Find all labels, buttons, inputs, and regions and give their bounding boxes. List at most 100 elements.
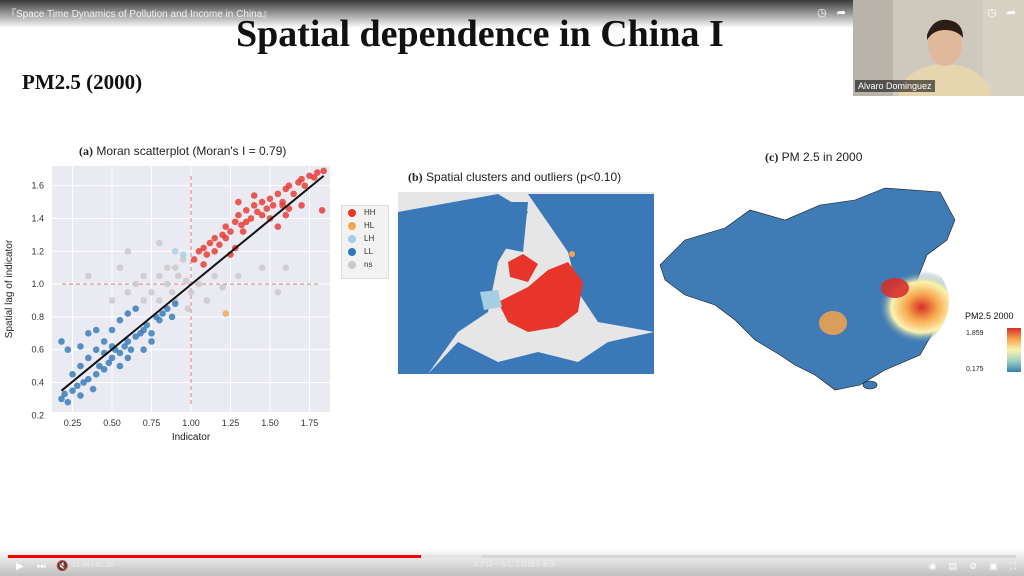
data-point-ns bbox=[211, 272, 218, 280]
miniplayer-icon[interactable]: ▣ bbox=[989, 561, 998, 571]
data-point-hh bbox=[190, 256, 198, 263]
data-point-ll bbox=[127, 346, 135, 353]
scatter-legend: HH HL LH LL ns bbox=[341, 205, 389, 279]
data-point-ll bbox=[132, 333, 140, 340]
data-point-ll bbox=[77, 392, 84, 399]
data-point-ns bbox=[108, 297, 116, 304]
data-point-ll bbox=[100, 366, 108, 373]
data-point-ns bbox=[156, 239, 163, 247]
data-point-ll bbox=[164, 305, 171, 312]
y-tick-label: 0.6 bbox=[31, 345, 44, 355]
subtitles-icon[interactable]: ▤ bbox=[948, 561, 958, 571]
panel-c-label: (c) bbox=[765, 150, 779, 164]
share-icon[interactable]: ➦ bbox=[1006, 7, 1016, 19]
data-point-ll bbox=[121, 343, 128, 350]
player-top-icons: ◷ ➦ bbox=[817, 6, 846, 19]
video-title[interactable]: 『Space Time Dynamics of Pollution and In… bbox=[6, 9, 273, 20]
data-point-ns bbox=[282, 264, 290, 271]
data-point-ll bbox=[61, 390, 68, 398]
panel-c-title-text: PM 2.5 in 2000 bbox=[781, 150, 863, 164]
data-point-ll bbox=[85, 354, 92, 362]
x-tick-label: 1.25 bbox=[222, 418, 240, 428]
legend-label-lh: LH bbox=[364, 234, 375, 243]
data-point-hh bbox=[274, 223, 282, 230]
data-point-hh bbox=[258, 211, 266, 219]
data-point-ll bbox=[92, 346, 100, 353]
data-point-hh bbox=[211, 247, 218, 255]
data-point-ll bbox=[69, 370, 76, 378]
data-point-ll bbox=[159, 310, 166, 317]
legend-label-ns: ns bbox=[364, 260, 373, 269]
player-controls bbox=[0, 548, 1024, 576]
legend-swatch-hl bbox=[348, 221, 356, 230]
data-point-ll bbox=[69, 387, 76, 394]
data-point-hh bbox=[211, 234, 218, 242]
data-point-hh bbox=[216, 241, 223, 249]
legend-label-hh: HH bbox=[364, 208, 376, 217]
legend-swatch-ll bbox=[348, 247, 356, 256]
next-icon[interactable]: ⏭ bbox=[37, 561, 46, 572]
data-point-ns bbox=[168, 288, 176, 296]
data-point-hh bbox=[222, 234, 230, 242]
y-tick-label: 1.6 bbox=[31, 181, 44, 191]
panel-a-title: (a) Moran scatterplot (Moran's I = 0.79) bbox=[79, 144, 286, 159]
y-tick-label: 1.0 bbox=[31, 279, 44, 289]
data-point-ns bbox=[116, 264, 124, 271]
data-point-ns bbox=[140, 272, 147, 280]
data-point-hh bbox=[263, 205, 271, 212]
data-point-ns bbox=[148, 288, 155, 296]
data-point-ll bbox=[140, 346, 147, 353]
y-tick-label: 0.8 bbox=[31, 312, 44, 322]
cluster-region-hh-core bbox=[498, 262, 583, 332]
data-point-hh bbox=[298, 202, 305, 209]
time-display: 18:44 / 45:39 bbox=[72, 562, 113, 569]
scroll-hint[interactable]: スクロールして詳細を表示 bbox=[472, 561, 556, 568]
legend-label-hl: HL bbox=[364, 221, 375, 230]
pm25-hotspot-east bbox=[825, 250, 949, 354]
data-point-hh bbox=[250, 192, 258, 199]
gear-icon[interactable]: ⚙ bbox=[969, 561, 978, 571]
x-tick-label: 1.75 bbox=[301, 418, 319, 428]
legend-label-ll: LL bbox=[364, 247, 373, 256]
data-point-ll bbox=[77, 343, 84, 350]
data-point-ns bbox=[235, 272, 242, 280]
data-point-ll bbox=[64, 346, 72, 353]
legend-item-hl: HL bbox=[342, 219, 388, 232]
data-point-hh bbox=[200, 244, 207, 252]
data-point-ns bbox=[175, 272, 182, 280]
fullscreen-icon[interactable]: ⛶ bbox=[1009, 561, 1016, 571]
presenter-image bbox=[853, 0, 1024, 96]
data-point-ll bbox=[116, 362, 124, 370]
cluster-map bbox=[398, 192, 654, 374]
data-point-ns bbox=[124, 288, 132, 296]
data-point-ns bbox=[219, 284, 226, 291]
data-point-hh bbox=[269, 202, 277, 209]
data-point-ll bbox=[92, 326, 100, 334]
hainan-island bbox=[862, 380, 878, 390]
progress-bar[interactable] bbox=[8, 555, 1016, 558]
clock-icon[interactable]: ◷ bbox=[817, 7, 827, 19]
legend-swatch-lh bbox=[348, 234, 356, 243]
volume-muted-icon[interactable]: 🔇 bbox=[56, 561, 69, 572]
y-tick-label: 1.2 bbox=[31, 246, 44, 256]
legend-swatch-ns bbox=[348, 260, 356, 269]
play-icon[interactable]: ▶ bbox=[16, 561, 24, 572]
data-point-hh bbox=[247, 215, 255, 222]
data-point-ll bbox=[124, 310, 132, 317]
share-icon[interactable]: ➦ bbox=[836, 7, 846, 19]
clock-icon[interactable]: ◷ bbox=[987, 7, 997, 19]
data-point-ns bbox=[140, 297, 147, 304]
panel-b-title-text: Spatial clusters and outliers (p<0.10) bbox=[426, 170, 622, 184]
data-point-ll bbox=[64, 398, 72, 406]
data-point-hh bbox=[266, 195, 274, 203]
panel-b-label: (b) bbox=[408, 170, 423, 184]
cluster-region-lh bbox=[480, 290, 502, 310]
data-point-hh bbox=[238, 221, 245, 229]
cluster-region-ll-south bbox=[428, 332, 654, 374]
data-point-ll bbox=[96, 362, 103, 370]
slide-title: Spatial dependence in China I bbox=[236, 13, 724, 55]
data-point-ll bbox=[140, 326, 147, 334]
data-point-hh bbox=[239, 228, 247, 235]
autoplay-toggle-icon[interactable]: ◉ bbox=[928, 561, 937, 571]
cluster-region-hl bbox=[569, 251, 575, 257]
